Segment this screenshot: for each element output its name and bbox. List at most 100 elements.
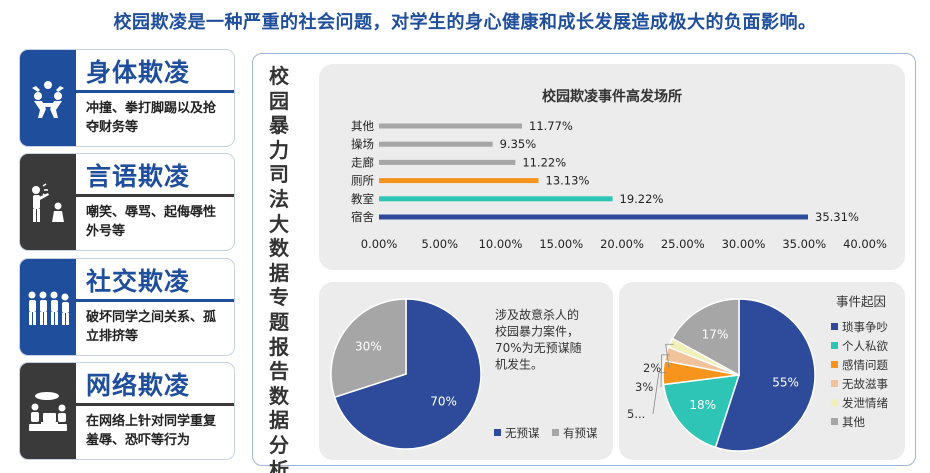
vertical-title-char: 法 [269, 186, 289, 211]
vertical-title-char: 据 [269, 260, 289, 285]
chart-title: 校园欺凌事件高发场所 [542, 88, 682, 105]
bar-value-label: 11.22% [522, 155, 566, 169]
legend-swatch [831, 323, 838, 330]
vertical-title-char: 据 [269, 408, 289, 433]
premeditation-pie-chart: 70% 30% 涉及故意杀人的校园暴力案件， 70%为无预谋随机发生。无预谋 有预谋 [330, 298, 598, 450]
legend-swatch [831, 399, 838, 406]
x-tick-label: 15.00% [539, 237, 583, 251]
category-card-verbal: 言语欺凌 嘲笑、辱骂、起侮辱性外号等 [20, 154, 234, 250]
vertical-title-char: 力 [269, 137, 289, 162]
pie-slice-无预谋 [333, 298, 482, 450]
legend-label: 感情问题 [842, 358, 888, 372]
legend-swatch [831, 361, 838, 368]
category-card-cyber: 网络欺凌 在网络上针对同学重复羞辱、恐吓等行为 [20, 363, 234, 459]
vertical-title-char: 报 [269, 334, 289, 359]
bar-其他 [379, 123, 523, 129]
pie-value-label: 3% [635, 380, 653, 394]
shouting-person-icon [20, 154, 76, 250]
legend-label: 有预谋 [563, 426, 598, 440]
card-title: 言语欺凌 [86, 162, 191, 191]
pie-value-label: 70% [430, 394, 457, 408]
vertical-report-title: 校园暴力司法大数据专题报告数据分析 [265, 64, 293, 473]
cause-pie-chart: 55% 18% 17% 5... 3% 2% 事件起因琐事争吵个人私欲感情问题无故滋事发泄情… [627, 294, 888, 452]
bar-value-label: 19.22% [620, 192, 664, 206]
vertical-title-char: 司 [269, 162, 289, 187]
fighting-people-icon [20, 50, 76, 146]
bar-value-label: 35.31% [815, 210, 859, 224]
card-title: 网络欺凌 [86, 371, 191, 400]
bar-value-label: 9.35% [500, 137, 537, 151]
card-divider [76, 299, 234, 302]
isolated-group-icon [20, 259, 76, 355]
vertical-title-char: 析 [269, 457, 289, 473]
bar-value-label: 13.13% [546, 174, 590, 188]
pie-slice-个人私欲 [662, 374, 741, 449]
pie-value-label: 17% [702, 327, 729, 341]
pie-value-label: 18% [689, 398, 716, 412]
x-tick-label: 35.00% [782, 237, 826, 251]
x-tick-label: 5.00% [421, 237, 458, 251]
legend-swatch [552, 429, 559, 436]
location-bar-chart-panel: 校园欺凌事件高发场所宿舍 35.31% 教室 19.22% 厕所 13.13% 走廊 11.2… [319, 64, 905, 270]
card-title: 社交欺凌 [86, 267, 191, 296]
x-tick-label: 25.00% [661, 237, 705, 251]
card-divider [76, 194, 234, 197]
vertical-title-char: 分 [269, 432, 289, 457]
category-card-social: 社交欺凌 破坏同学之间关系、孤立排挤等 [20, 259, 234, 355]
card-description: 嘲笑、辱骂、起侮辱性外号等 [86, 205, 217, 239]
premeditation-pie-panel: 70% 30% 涉及故意杀人的校园暴力案件， 70%为无预谋随机发生。 无预谋 有预谋 [319, 282, 613, 460]
bar-category-label: 厕所 [351, 174, 374, 188]
card-description: 破坏同学之间关系、孤立排挤等 [86, 310, 217, 344]
x-tick-label: 10.00% [479, 237, 523, 251]
bar-厕所 [379, 178, 539, 184]
card-divider [76, 90, 234, 93]
x-tick-label: 20.00% [600, 237, 644, 251]
x-tick-label: 40.00% [843, 237, 887, 251]
vertical-title-char: 校 [269, 64, 289, 88]
bar-教室 [379, 196, 613, 202]
category-card-physical: 身体欺凌 冲撞、拳打脚踢以及抢夺财务等 [20, 50, 234, 146]
vertical-title-char: 题 [269, 309, 289, 334]
card-description: 在网络上针对同学重复羞辱、恐吓等行为 [86, 414, 217, 448]
pie-value-label: 2% [643, 361, 661, 375]
bar-category-label: 走廊 [351, 155, 374, 169]
bar-category-label: 其他 [351, 119, 374, 133]
bar-category-label: 操场 [351, 137, 374, 151]
bar-category-label: 宿舍 [351, 210, 374, 224]
vertical-title-char: 数 [269, 236, 289, 261]
legend-label: 个人私欲 [842, 339, 888, 353]
pie-annotation: 涉及故意杀人的校园暴力案件， 70%为无预谋随机发生。 [495, 307, 582, 372]
legend-swatch [494, 429, 501, 436]
card-description: 冲撞、拳打脚踢以及抢夺财务等 [86, 101, 217, 135]
vertical-title-char: 数 [269, 383, 289, 408]
legend-swatch [831, 380, 838, 387]
annotation-line: 涉及故意杀人的 [495, 307, 579, 322]
report-panel: 校园暴力司法大数据专题报告数据分析 校园欺凌事件高发场所宿舍 35.31% 教室 19… [252, 53, 916, 473]
annotation-line: 70%为无预谋随 [495, 340, 582, 355]
bar-value-label: 11.77% [529, 119, 573, 133]
legend-label: 无故滋事 [842, 377, 888, 391]
card-title: 身体欺凌 [86, 58, 191, 87]
legend-label: 琐事争吵 [842, 320, 888, 334]
pie-slice-琐事争吵 [714, 298, 816, 452]
pie-value-label: 30% [355, 340, 382, 354]
x-tick-label: 30.00% [722, 237, 766, 251]
vertical-title-char: 暴 [269, 113, 289, 138]
bar-走廊 [379, 159, 516, 165]
chart-title: 事件起因 [836, 294, 886, 309]
page-headline: 校园欺凌是一种严重的社会问题，对学生的身心健康和成长发展造成极大的负面影响。 [113, 12, 817, 33]
pie-slice-其他 [671, 298, 740, 377]
legend-swatch [831, 342, 838, 349]
bar-宿舍 [379, 214, 809, 220]
annotation-line: 机发生。 [495, 357, 543, 372]
vertical-title-char: 告 [269, 359, 289, 384]
cause-pie-panel: 55% 18% 17% 5... 3% 2% 事件起因 琐事争吵 个人私欲 感情问题 无故滋事 发泄情… [619, 282, 905, 460]
vertical-title-char: 园 [269, 88, 289, 113]
card-divider [76, 403, 234, 406]
legend-label: 发泄情绪 [842, 396, 888, 410]
legend-label: 其他 [842, 415, 865, 429]
leader-line [652, 372, 667, 415]
vertical-title-char: 专 [269, 285, 289, 310]
bar-category-label: 教室 [351, 192, 374, 206]
